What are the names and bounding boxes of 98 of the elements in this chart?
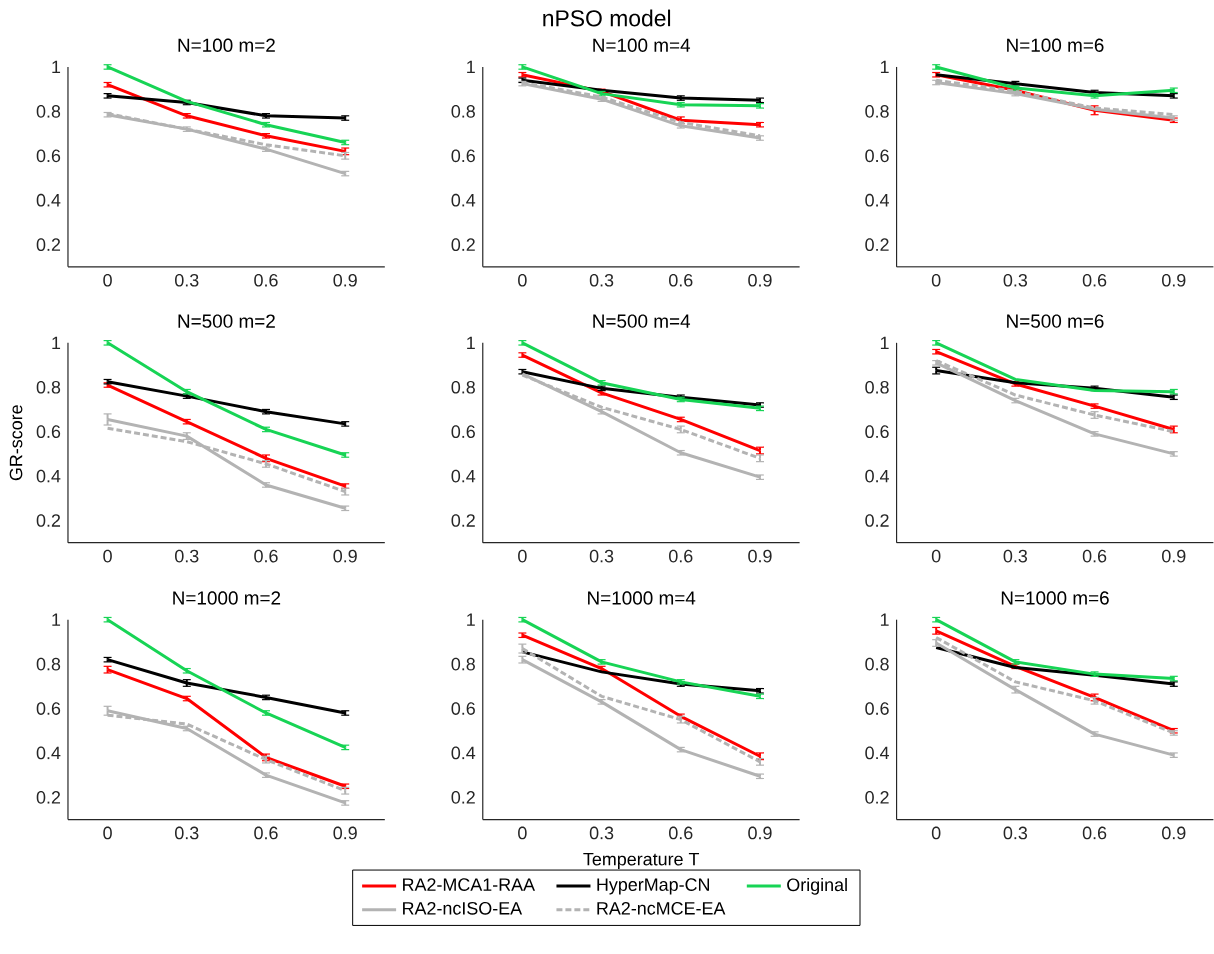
x-tick-label: 0.9: [748, 826, 772, 840]
chart-title: N=500 m=4: [593, 314, 691, 329]
y-tick-label: 0.4: [865, 194, 889, 207]
legend-label: Original: [787, 878, 847, 895]
chart-title: N=100 m=6: [1007, 38, 1104, 53]
y-tick-label: 0.2: [36, 238, 61, 252]
x-tick-label: 0.3: [589, 549, 614, 563]
y-tick-label: 0.4: [865, 746, 889, 760]
y-tick-label: 0.6: [36, 149, 61, 163]
y-tick-label: 0.4: [451, 469, 476, 483]
y-tick-label: 0.2: [36, 791, 61, 804]
y-tick-label: 0.6: [451, 702, 475, 716]
y-tick-label: 0.6: [865, 425, 889, 439]
y-tick-label: 0.2: [451, 238, 475, 252]
x-tick-label: 0.3: [1003, 826, 1028, 840]
y-tick-label: 0.4: [36, 746, 61, 760]
x-axis-title: Temperature T: [583, 853, 700, 870]
y-tick-label: 0.8: [865, 657, 889, 671]
x-tick-label: 0.3: [1003, 549, 1028, 563]
chart-title: N=100 m=2: [178, 38, 275, 53]
x-tick-label: 0.6: [669, 549, 693, 563]
x-tick-label: 0.3: [589, 274, 614, 287]
x-tick-label: 0.6: [669, 274, 693, 287]
x-tick-label: 0.9: [1162, 549, 1186, 563]
y-tick-label: 0.4: [865, 469, 889, 483]
x-tick-label: 0.6: [669, 826, 693, 840]
x-tick-label: 0.3: [175, 549, 199, 563]
x-tick-label: 0: [518, 826, 527, 840]
y-tick-label: 0.4: [451, 746, 476, 760]
chart-title: N=500 m=2: [178, 314, 275, 329]
chart-title: N=100 m=4: [593, 38, 691, 53]
x-tick-label: 0.3: [1003, 274, 1028, 287]
y-axis-title: GR-score: [9, 405, 23, 481]
y-tick-label: 0.8: [36, 105, 61, 118]
chart-title: N=1000 m=6: [1001, 591, 1109, 605]
x-tick-label: 0: [103, 274, 112, 287]
y-tick-label: 0.6: [865, 702, 889, 716]
x-tick-label: 0.9: [333, 274, 357, 287]
x-tick-label: 0.9: [1162, 826, 1186, 840]
y-tick-label: 0.6: [451, 425, 475, 439]
y-tick-label: 0.2: [865, 791, 889, 804]
y-tick-label: 0.2: [36, 514, 61, 528]
x-tick-label: 0.6: [1082, 549, 1107, 563]
x-tick-label: 0.6: [1082, 274, 1107, 287]
x-tick-label: 0.3: [175, 826, 199, 840]
chart-title: N=1000 m=2: [173, 591, 281, 605]
y-tick-label: 0.4: [36, 194, 61, 207]
y-tick-label: 0.8: [865, 105, 889, 118]
y-tick-label: 1: [880, 61, 889, 74]
y-tick-label: 0.8: [36, 657, 61, 671]
y-tick-label: 0.2: [865, 514, 889, 528]
y-tick-label: 1: [467, 61, 475, 74]
y-tick-label: 0.2: [865, 238, 889, 252]
x-tick-label: 0.6: [254, 549, 278, 563]
y-tick-label: 0.8: [451, 105, 475, 118]
y-tick-label: 0.8: [451, 381, 475, 394]
x-tick-label: 0.9: [748, 549, 772, 563]
x-tick-label: 0: [931, 826, 941, 840]
x-tick-label: 0.6: [254, 274, 278, 287]
y-tick-label: 0.2: [451, 514, 475, 528]
x-tick-label: 0: [103, 549, 112, 563]
x-tick-label: 0: [931, 274, 941, 287]
x-tick-label: 0.6: [1082, 826, 1107, 840]
x-tick-label: 0.6: [254, 826, 278, 840]
legend-label: HyperMap-CN: [597, 878, 709, 895]
y-tick-label: 0.6: [36, 425, 61, 439]
y-tick-label: 0.2: [451, 791, 475, 804]
y-tick-label: 1: [880, 613, 889, 627]
y-tick-label: 0.4: [36, 469, 61, 483]
chart-title: N=500 m=6: [1007, 314, 1104, 329]
y-tick-label: 1: [467, 336, 475, 350]
y-tick-label: 1: [52, 61, 61, 74]
y-tick-label: 0.6: [865, 149, 889, 163]
legend-label: RA2-MCA1-RAA: [403, 878, 536, 892]
x-tick-label: 0.9: [333, 826, 357, 840]
y-tick-label: 1: [52, 336, 61, 350]
y-tick-label: 0.4: [451, 194, 476, 207]
x-tick-label: 0.3: [589, 826, 614, 840]
legend-label: RA2-ncISO-EA: [403, 902, 523, 915]
y-tick-label: 0.6: [36, 702, 61, 716]
y-tick-label: 0.8: [36, 381, 61, 394]
y-tick-label: 0.8: [865, 381, 889, 394]
x-tick-label: 0.9: [1162, 274, 1186, 287]
x-tick-label: 0: [518, 274, 527, 287]
x-tick-label: 0.3: [175, 274, 199, 287]
y-tick-label: 0.6: [451, 149, 475, 163]
x-tick-label: 0: [518, 549, 527, 563]
y-tick-label: 1: [467, 613, 475, 627]
x-tick-label: 0: [103, 826, 112, 840]
y-tick-label: 1: [52, 613, 61, 627]
x-tick-label: 0.9: [748, 274, 772, 287]
legend-label: RA2-ncMCE-EA: [597, 902, 726, 915]
text: nPSO model: [543, 9, 671, 27]
x-tick-label: 0: [931, 549, 941, 563]
chart-title: N=1000 m=4: [588, 591, 696, 605]
x-tick-label: 0.9: [333, 549, 357, 563]
y-tick-label: 1: [880, 336, 889, 350]
y-tick-label: 0.8: [451, 657, 475, 671]
